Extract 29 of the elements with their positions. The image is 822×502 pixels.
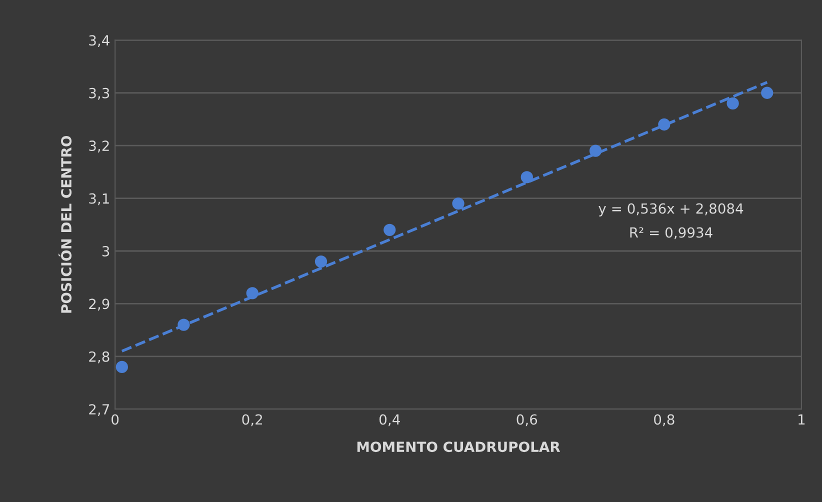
y-tick-label: 3,2 [89,140,109,152]
y-tick-label: 3,4 [89,35,110,48]
point [314,255,328,268]
y-tick-label: 3,3 [89,88,110,100]
point [116,360,128,374]
annotation: R² = 0,9934 [630,227,712,240]
x-axis-title: MOMENTO CUADRUPOLAR [357,442,560,452]
point [520,171,533,184]
point [761,86,774,99]
point [246,287,258,300]
annotation: y = 0,536x + 2,8084 [598,203,744,216]
x-tick-label: 0 [112,414,119,425]
point [178,318,190,331]
point [589,144,602,157]
point [384,224,396,236]
y-tick-label: 2,8 [89,351,110,364]
point [452,197,464,210]
y-tick-label: 3 [102,246,110,256]
x-tick-label: 0,4 [380,414,400,426]
point [726,97,739,110]
point [658,118,670,131]
x-tick-label: 1 [798,414,805,425]
x-tick-label: 0,8 [654,414,674,426]
y-tick-label: 2,9 [89,298,110,311]
y-tick-label: 2,7 [89,404,110,416]
x-tick-label: 0,6 [516,414,538,426]
x-tick-label: 0,2 [242,414,262,426]
y-axis-title: POSICIÓN DEL CENTRO [58,136,72,313]
y-tick-label: 3,1 [89,193,109,206]
